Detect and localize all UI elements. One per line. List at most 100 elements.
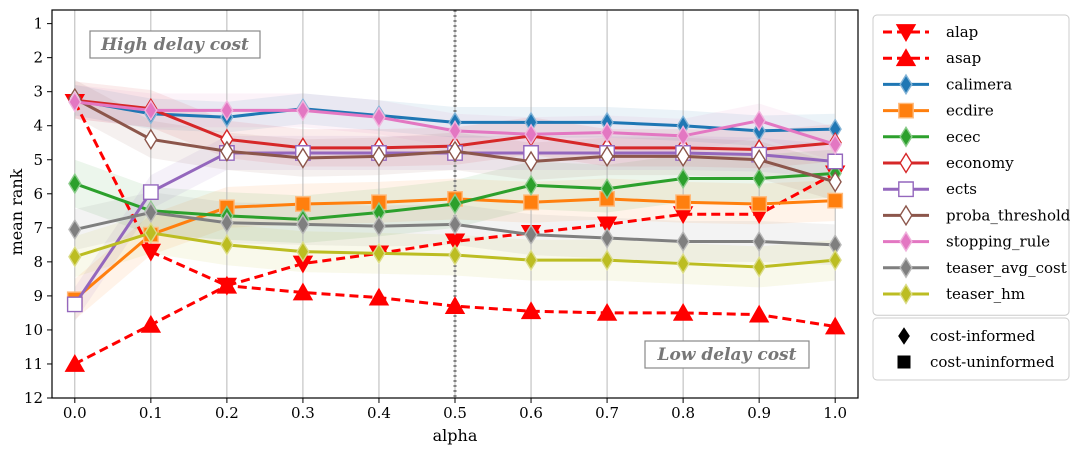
point-teaser_hm-0.6 <box>524 249 538 271</box>
point-ecec-0.7 <box>600 177 614 200</box>
y-tick-label-1: 1 <box>33 15 43 33</box>
point-asap-0.4 <box>368 287 390 306</box>
point-asap-0.1 <box>140 314 162 333</box>
point-proba_threshold-0.4 <box>372 145 386 168</box>
legend-marker-calimera <box>899 73 913 96</box>
point-stopping_rule-0.2 <box>220 99 234 122</box>
legend-entry-ecec: ecec <box>883 126 981 148</box>
point-ecdire-0.9 <box>751 196 768 212</box>
x-tick-label-0.0: 0.0 <box>63 404 87 422</box>
x-tick-label-0.2: 0.2 <box>215 404 239 422</box>
legend-entry-ecdire: ecdire <box>883 102 994 120</box>
point-asap-0.5 <box>444 296 466 315</box>
point-teaser_hm-0.8 <box>676 252 690 275</box>
point-ects-0.1 <box>142 184 159 200</box>
legend-label-ecdire: ecdire <box>946 102 994 120</box>
point-teaser_hm-0.5 <box>448 244 462 266</box>
point-stopping_rule-0.8 <box>676 125 690 147</box>
legend-marker-teaser_hm <box>899 283 913 305</box>
band-ecdire <box>74 178 836 320</box>
point-ecdire-1.0 <box>827 192 844 209</box>
point-teaser_avg_cost-0.6 <box>524 223 538 246</box>
marker-legend-label-cost-uninformed: cost-uninformed <box>930 353 1055 371</box>
annotation-high-box <box>89 30 261 59</box>
marker-legend: cost-informed cost-uninformed <box>872 317 1070 381</box>
point-asap-0.9 <box>748 304 770 323</box>
x-tick-label-0.4: 0.4 <box>367 404 391 422</box>
legend-marker-economy <box>899 152 913 174</box>
point-stopping_rule-0.1 <box>144 99 158 122</box>
legend-entry-stopping_rule: stopping_rule <box>883 230 1050 253</box>
point-stopping_rule-0.3 <box>296 99 310 122</box>
legend-entry-alap: alap <box>883 23 978 42</box>
legend-marker-ects <box>898 181 914 198</box>
point-ecec-0.5 <box>448 193 462 215</box>
legend-label-alap: alap <box>946 23 978 41</box>
point-teaser_hm-0.0 <box>68 245 82 268</box>
point-proba_threshold-0.3 <box>296 147 310 169</box>
point-teaser_avg_cost-0.5 <box>448 213 462 236</box>
x-tick-label-0.5: 0.5 <box>443 404 467 422</box>
legend-entry-proba_threshold: proba_threshold <box>883 204 1071 227</box>
y-tick-label-8: 8 <box>33 253 43 271</box>
point-proba_threshold-0.9 <box>752 148 766 171</box>
point-stopping_rule-0.5 <box>448 120 462 142</box>
x-tick-label-0.1: 0.1 <box>139 404 163 422</box>
legend-marker-ecec <box>899 126 913 148</box>
point-teaser_avg_cost-0.7 <box>600 227 614 249</box>
annotation-high: High delay cost <box>100 35 249 55</box>
legend-marker-teaser_avg_cost <box>899 257 913 279</box>
y-tick-label-4: 4 <box>33 117 43 135</box>
point-proba_threshold-0.2 <box>220 140 234 163</box>
series-teaser_hm <box>68 222 842 278</box>
legend-label-teaser_avg_cost: teaser_avg_cost <box>946 259 1067 277</box>
point-ecec-0.8 <box>676 167 690 190</box>
y-tick-label-6: 6 <box>33 185 43 203</box>
series-lines <box>64 87 846 372</box>
legend-label-calimera: calimera <box>946 75 1012 93</box>
x-tick-label-0.6: 0.6 <box>519 404 543 422</box>
point-proba_threshold-0.8 <box>676 145 690 168</box>
y-tick-label-9: 9 <box>33 287 43 305</box>
legend-marker-ecdire <box>898 102 914 119</box>
point-ecdire-0.6 <box>523 194 539 211</box>
y-tick-label-11: 11 <box>24 355 43 373</box>
point-asap-0.2 <box>216 275 238 294</box>
point-asap-0.0 <box>64 354 86 372</box>
point-teaser_hm-1.0 <box>828 249 842 271</box>
y-tick-label-7: 7 <box>33 219 43 237</box>
marker-legend-box <box>872 317 1070 381</box>
x-tick-label-0.7: 0.7 <box>595 404 619 422</box>
legend-entry-asap: asap <box>883 48 981 67</box>
point-teaser_hm-0.1 <box>144 222 158 244</box>
legend-label-asap: asap <box>946 49 981 67</box>
point-teaser_hm-0.4 <box>372 242 386 265</box>
point-ecdire-0.8 <box>675 194 692 211</box>
point-teaser_avg_cost-0.9 <box>752 230 766 253</box>
point-stopping_rule-0.4 <box>372 106 386 128</box>
point-teaser_hm-0.9 <box>752 256 766 278</box>
legend-marker-asap <box>895 48 917 67</box>
point-asap-1.0 <box>824 316 846 335</box>
point-teaser_hm-0.7 <box>600 249 614 271</box>
legend-label-economy: economy <box>946 154 1014 172</box>
y-tick-label-2: 2 <box>33 49 43 67</box>
y-axis-label: mean rank <box>7 168 26 255</box>
x-tick-label-1.0: 1.0 <box>823 404 847 422</box>
point-asap-0.8 <box>672 302 694 321</box>
annotation-low: Low delay cost <box>657 345 797 365</box>
point-asap-0.6 <box>520 301 542 320</box>
point-teaser_avg_cost-0.1 <box>144 201 158 224</box>
y-tick-label-10: 10 <box>24 321 43 339</box>
legend-marker-alap <box>895 24 917 42</box>
legend-label-proba_threshold: proba_threshold <box>946 206 1071 224</box>
point-alap-0.7 <box>596 216 618 235</box>
legend-label-ects: ects <box>946 180 977 198</box>
annotation-low-box <box>644 340 810 369</box>
marker-legend-diamond-icon <box>898 327 910 345</box>
point-proba_threshold-0.5 <box>448 140 462 163</box>
point-ects-1.0 <box>827 153 844 170</box>
y-tick-label-5: 5 <box>33 151 43 169</box>
legend-entry-teaser_avg_cost: teaser_avg_cost <box>883 257 1067 279</box>
